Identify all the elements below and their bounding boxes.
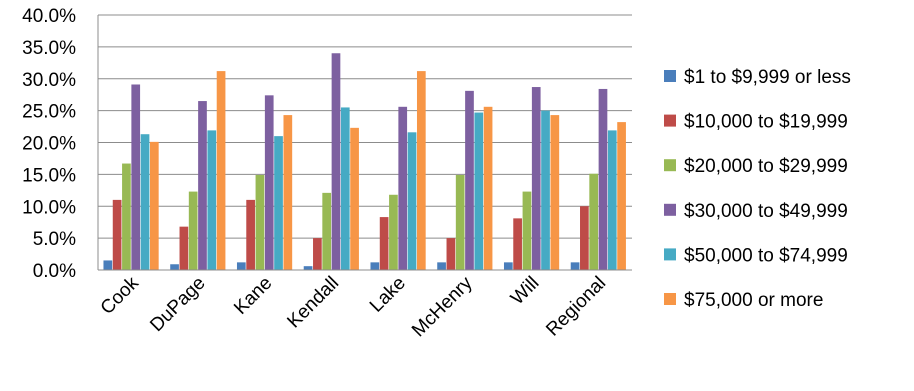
bar-dupage-series-2 — [179, 226, 189, 270]
bar-lake-series-3 — [389, 194, 398, 270]
bar-dupage-series-4 — [198, 101, 207, 270]
legend-item: $50,000 to $74,999 — [664, 245, 848, 266]
legend-label: $30,000 to $49,999 — [684, 201, 848, 222]
bar-dupage-series-1 — [170, 264, 179, 270]
bar-cook-series-5 — [140, 134, 150, 270]
bar-dupage-series-6 — [216, 71, 226, 270]
legend-label: $20,000 to $29,999 — [684, 156, 848, 177]
bar-will-series-5 — [541, 110, 550, 271]
x-tick-label-will: Will — [507, 273, 543, 309]
bar-dupage-series-3 — [188, 191, 198, 270]
bar-dupage-series-5 — [207, 130, 217, 270]
legend-item: $1 to $9,999 or less — [664, 67, 851, 88]
bar-regional-series-1 — [570, 262, 580, 270]
y-tick-label: 20.0% — [22, 134, 76, 155]
bar-will-series-3 — [522, 191, 532, 270]
x-tick-label-kane: Kane — [230, 273, 276, 319]
legend-label: $75,000 or more — [684, 290, 823, 311]
bar-kane-series-5 — [274, 136, 283, 271]
bar-regional-series-2 — [580, 206, 589, 270]
bar-kane-series-3 — [255, 175, 265, 270]
bar-cook-series-6 — [149, 141, 159, 270]
bar-kane-series-6 — [283, 115, 293, 270]
bar-cook-series-3 — [122, 163, 131, 270]
x-tick-label-lake: Lake — [366, 273, 410, 317]
bar-cook-series-2 — [112, 199, 122, 271]
bar-kane-series-2 — [246, 199, 255, 271]
y-tick-label: 5.0% — [33, 229, 76, 250]
bar-will-series-2 — [513, 218, 522, 270]
legend-item: $30,000 to $49,999 — [664, 201, 848, 222]
bar-lake-series-4 — [398, 106, 408, 270]
bar-will-series-6 — [550, 115, 560, 270]
legend: $1 to $9,999 or less $10,000 to $19,999 $2… — [664, 67, 851, 311]
legend-label: $10,000 to $19,999 — [684, 112, 848, 133]
bar-lake-series-5 — [407, 132, 417, 270]
bar-kane-series-1 — [236, 262, 246, 270]
x-tick-label-kendall: Kendall — [283, 273, 343, 333]
bar-kane-series-4 — [264, 95, 274, 270]
legend-swatch — [664, 159, 676, 172]
bar-will-series-4 — [531, 87, 541, 270]
bar-kendall-series-3 — [322, 192, 332, 270]
bar-kendall-series-5 — [340, 107, 350, 270]
bar-lake-series-1 — [370, 262, 380, 270]
bar-will-series-1 — [503, 262, 513, 270]
y-tick-label: 35.0% — [22, 38, 76, 59]
y-tick-label: 15.0% — [22, 165, 76, 186]
legend-item: $10,000 to $19,999 — [664, 112, 848, 133]
bar-regional-series-3 — [589, 173, 599, 270]
bar-mchenry-series-4 — [465, 90, 474, 270]
y-tick-label: 40.0% — [22, 6, 76, 27]
bar-mchenry-series-2 — [446, 238, 456, 271]
bar-kendall-series-2 — [313, 238, 322, 271]
y-axis-tick-labels: 0.0% 5.0% 10.0% 15.0% 20.0% 25.0% 30.0% 35.0% 40… — [22, 6, 76, 282]
legend-swatch — [664, 293, 676, 305]
legend-swatch — [664, 248, 676, 261]
y-tick-label: 0.0% — [33, 261, 76, 282]
gridlines — [98, 14, 632, 239]
bar-cook-series-1 — [103, 260, 113, 270]
x-tick-label-cook: Cook — [97, 272, 144, 319]
bar-mchenry-series-1 — [437, 262, 446, 270]
bar-cook-series-4 — [131, 84, 141, 271]
bar-lake-series-2 — [379, 217, 389, 270]
bar-mchenry-series-5 — [474, 112, 484, 270]
legend-item: $75,000 or more — [664, 290, 823, 311]
bar-kendall-series-6 — [350, 127, 359, 270]
x-tick-label-regional: Regional — [542, 273, 610, 341]
bar-mchenry-series-3 — [455, 175, 465, 270]
bar-regional-series-4 — [598, 88, 608, 270]
bars — [103, 53, 626, 271]
bar-mchenry-series-6 — [483, 106, 493, 270]
legend-label: $50,000 to $74,999 — [684, 245, 848, 266]
legend-item: $20,000 to $29,999 — [664, 156, 848, 177]
legend-label: $1 to $9,999 or less — [684, 67, 851, 88]
y-tick-label: 10.0% — [22, 197, 76, 218]
axes — [97, 15, 632, 271]
bar-lake-series-6 — [416, 71, 426, 270]
y-tick-label: 25.0% — [22, 102, 76, 123]
legend-swatch — [664, 70, 676, 82]
bar-kendall-series-1 — [303, 266, 313, 270]
legend-swatch — [664, 203, 676, 216]
bar-regional-series-5 — [607, 130, 617, 270]
bar-regional-series-6 — [617, 122, 626, 270]
bar-kendall-series-4 — [331, 53, 341, 270]
x-tick-label-mchenry: McHenry — [408, 272, 477, 341]
legend-swatch — [664, 114, 676, 127]
x-tick-label-dupage: DuPage — [146, 273, 209, 336]
y-tick-label: 30.0% — [22, 70, 76, 91]
